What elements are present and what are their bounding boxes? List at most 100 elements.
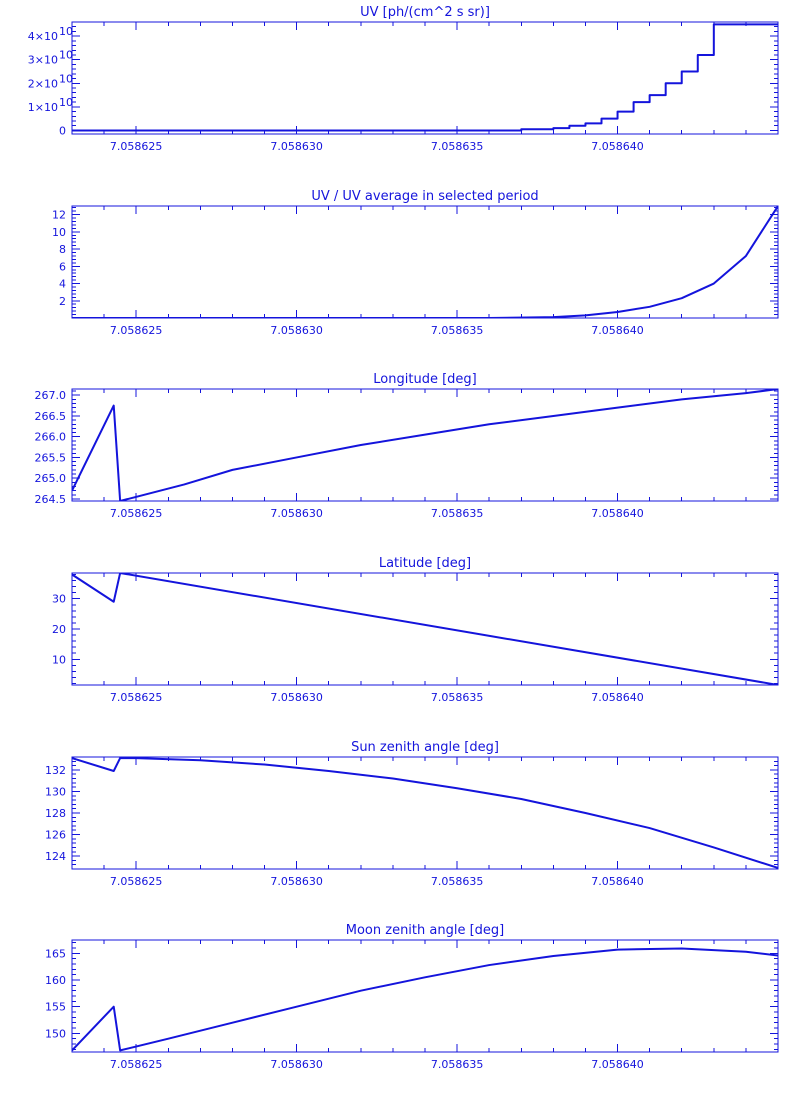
x-tick-label: 7.058630 [270,691,323,704]
data-point [488,317,490,319]
data-point [552,955,554,957]
x-tick-label: 7.058635 [431,324,484,337]
y-tick-label: 3×10 [28,54,58,67]
data-point [713,846,715,848]
chart-title: Moon zenith angle [deg] [346,923,504,938]
data-point [71,490,73,492]
x-tick-label: 7.058625 [110,507,163,520]
data-point [488,964,490,966]
data-point [649,94,651,96]
y-tick-label: 266.5 [35,410,67,423]
y-tick-label: 0 [59,124,66,137]
x-tick-label: 7.058635 [431,507,484,520]
y-tick-label: 128 [45,807,66,820]
data-point [552,127,554,129]
series-line [72,573,778,685]
y-tick-label: 6 [59,260,66,273]
data-point [360,444,362,446]
data-point [296,1006,298,1008]
y-tick-label: 2×10 [28,77,58,90]
plot-frame [71,939,779,1053]
data-point [488,129,490,131]
y-tick-label: 8 [59,243,66,256]
data-point [71,757,73,759]
data-point [424,976,426,978]
data-point [745,392,747,394]
x-tick-label: 7.058635 [431,691,484,704]
x-tick-label: 7.058625 [110,875,163,888]
data-point [520,798,522,800]
series-line [72,947,778,1052]
y-tick-exponent: 10 [59,25,73,38]
y-tick-label: 4 [59,278,66,291]
data-point [119,572,121,574]
x-tick-label: 7.058625 [110,140,163,153]
data-point [568,125,570,127]
data-point [617,407,619,409]
y-tick-label: 130 [45,785,66,798]
data-point [113,770,115,772]
data-point [183,483,185,485]
chart-title: Latitude [deg] [379,556,471,571]
y-tick-label: 264.5 [35,493,67,506]
data-point [649,306,651,308]
data-point [71,574,73,576]
y-tick-label: 155 [45,1001,66,1014]
x-tick-label: 7.058630 [270,507,323,520]
data-point [392,778,394,780]
data-point [745,951,747,953]
data-point [777,954,779,956]
y-tick-label: 10 [52,226,66,239]
chart-title: UV [ph/(cm^2 s sr)] [360,5,490,20]
y-tick-label: 160 [45,974,66,987]
data-point [633,101,635,103]
y-tick-label: 126 [45,829,66,842]
y-tick-label: 267.0 [35,389,67,402]
x-tick-label: 7.058640 [591,875,644,888]
x-tick-label: 7.058640 [591,507,644,520]
chart-title: UV / UV average in selected period [311,189,538,204]
data-point [617,311,619,313]
data-point [681,948,683,950]
y-tick-label: 2 [59,295,66,308]
data-point [71,317,73,319]
x-tick-label: 7.058640 [591,324,644,337]
data-point [681,398,683,400]
plot-frame [71,572,779,686]
data-point [745,255,747,257]
data-point [617,111,619,113]
y-tick-exponent: 10 [59,49,73,62]
y-tick-label: 1×10 [28,101,58,114]
x-tick-label: 7.058640 [591,140,644,153]
x-tick-label: 7.058625 [110,1058,163,1071]
data-point [113,1006,115,1008]
data-point [777,867,779,869]
data-point [552,415,554,417]
series-line [72,757,778,869]
y-tick-exponent: 10 [59,96,73,109]
y-tick-label: 30 [52,593,66,606]
data-point [584,812,586,814]
chart-title: Longitude [deg] [373,372,476,387]
data-point [113,601,115,603]
data-point [119,500,121,502]
chart-title: Sun zenith angle [deg] [351,740,499,755]
y-tick-label: 124 [45,850,66,863]
data-point [777,205,779,207]
y-tick-label: 20 [52,623,66,636]
series-line [72,206,778,318]
x-tick-label: 7.058625 [110,324,163,337]
chart-panel-5: Sun zenith angle [deg] 7.058625 7.058630 7.… [45,740,779,888]
y-tick-label: 150 [45,1027,66,1040]
chart-panel-4: Latitude [deg] 7.058625 7.058630 7.058635 7.… [52,556,779,704]
x-tick-label: 7.058630 [270,324,323,337]
data-point [328,770,330,772]
data-point [296,456,298,458]
data-point [424,434,426,436]
data-point [649,827,651,829]
x-tick-label: 7.058630 [270,140,323,153]
data-point [71,129,73,131]
data-point [135,757,137,759]
y-tick-label: 266.0 [35,431,67,444]
